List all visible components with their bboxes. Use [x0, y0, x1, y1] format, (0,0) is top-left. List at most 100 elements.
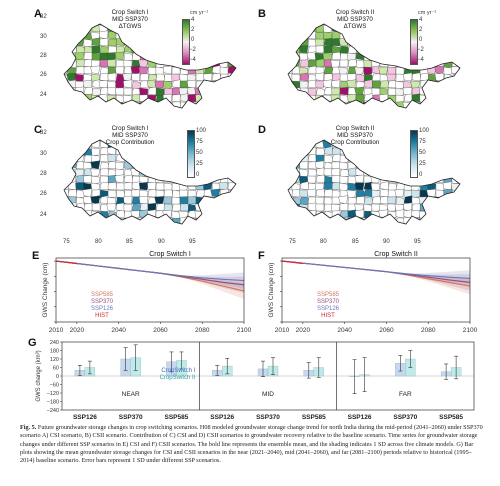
district-cell — [163, 196, 173, 205]
district-cell — [131, 160, 141, 170]
district-cell — [306, 107, 317, 108]
district-cell — [163, 140, 174, 149]
district-cell — [164, 109, 173, 116]
district-cell — [346, 146, 357, 156]
district-cell — [154, 24, 165, 34]
district-cell — [202, 80, 213, 89]
district-cell — [451, 80, 460, 89]
district-cell — [306, 188, 317, 198]
district-cell — [171, 154, 182, 163]
district-cell — [427, 44, 437, 54]
district-cell — [203, 196, 213, 206]
district-cell — [162, 45, 173, 55]
district-cell — [386, 203, 397, 212]
district-cell — [290, 24, 301, 33]
district-cell — [64, 87, 70, 96]
district-cell — [299, 72, 309, 82]
district-cell — [346, 24, 357, 34]
district-cell — [451, 45, 460, 54]
district-cell — [331, 203, 341, 212]
district-cell — [288, 38, 293, 47]
y-tick-label: 180 — [50, 349, 59, 355]
district-cell — [154, 167, 165, 177]
district-cell — [363, 140, 373, 149]
colorbar-c-tick: 50 — [196, 150, 203, 156]
district-cell — [379, 52, 389, 61]
lat-tick: 24 — [40, 92, 47, 98]
district-cell — [84, 109, 93, 116]
district-cell — [114, 174, 125, 184]
district-cell — [67, 94, 77, 103]
lon-tick: 90 — [158, 239, 165, 245]
district-cell — [52, 102, 61, 110]
district-cell — [363, 161, 373, 170]
district-cell — [203, 140, 213, 149]
district-cell — [403, 72, 413, 82]
district-cell — [203, 210, 214, 219]
district-cell — [235, 147, 236, 157]
district-cell — [451, 24, 460, 26]
district-cell — [91, 87, 102, 96]
district-cell — [371, 140, 382, 142]
district-cell — [115, 24, 125, 27]
district-cell — [290, 154, 301, 163]
district-cell — [235, 101, 236, 108]
map-geometry — [51, 139, 237, 233]
district-cell — [147, 100, 158, 108]
district-cell — [395, 24, 406, 33]
series-line — [55, 260, 77, 265]
district-cell — [154, 24, 165, 26]
district-cell — [227, 161, 236, 170]
district-cell — [219, 140, 229, 150]
district-cell — [426, 146, 437, 156]
colorbar-a-tick: 4 — [191, 17, 195, 23]
district-cell — [331, 168, 341, 177]
district-cell — [219, 168, 229, 177]
district-cell — [324, 109, 333, 116]
district-cell — [284, 108, 292, 116]
district-cell — [235, 72, 236, 82]
district-cell — [114, 24, 125, 33]
district-cell — [427, 52, 437, 62]
district-cell — [411, 203, 422, 212]
district-cell — [276, 81, 285, 88]
district-cell — [459, 225, 462, 232]
district-cell — [426, 58, 437, 68]
district-cell — [443, 93, 453, 103]
district-cell — [74, 101, 85, 108]
category-label: SSP126 — [210, 414, 234, 421]
district-cell — [75, 223, 86, 224]
district-cell — [443, 31, 453, 40]
district-cell — [154, 30, 165, 40]
district-cell — [339, 45, 349, 54]
district-cell — [188, 109, 197, 116]
district-cell — [442, 181, 453, 191]
district-cell — [379, 168, 389, 177]
district-cell — [219, 154, 229, 163]
map-a-title: Crop Switch I MID SSP370 ΔTGWS — [95, 9, 165, 31]
district-cell — [51, 218, 60, 226]
district-cell — [212, 225, 221, 233]
x-tick-label: 2010 — [275, 327, 290, 334]
district-cell — [411, 93, 421, 103]
district-cell — [450, 100, 460, 108]
district-cell — [459, 59, 460, 69]
district-cell — [106, 52, 117, 61]
panel-letter: F — [258, 250, 265, 262]
district-cell — [219, 66, 229, 75]
district-cell — [67, 217, 78, 224]
district-cell — [155, 52, 165, 62]
district-cell — [138, 59, 149, 68]
district-cell — [60, 225, 68, 233]
map-geometry — [276, 23, 461, 116]
map-c-india — [51, 139, 237, 233]
district-cell — [147, 225, 156, 233]
district-cell — [339, 202, 349, 212]
district-cell — [211, 44, 221, 54]
district-cell — [451, 203, 460, 212]
district-cell — [299, 189, 309, 198]
district-cell — [171, 94, 181, 103]
district-cell — [395, 30, 406, 40]
district-cell — [331, 175, 341, 184]
district-cell — [411, 72, 421, 82]
